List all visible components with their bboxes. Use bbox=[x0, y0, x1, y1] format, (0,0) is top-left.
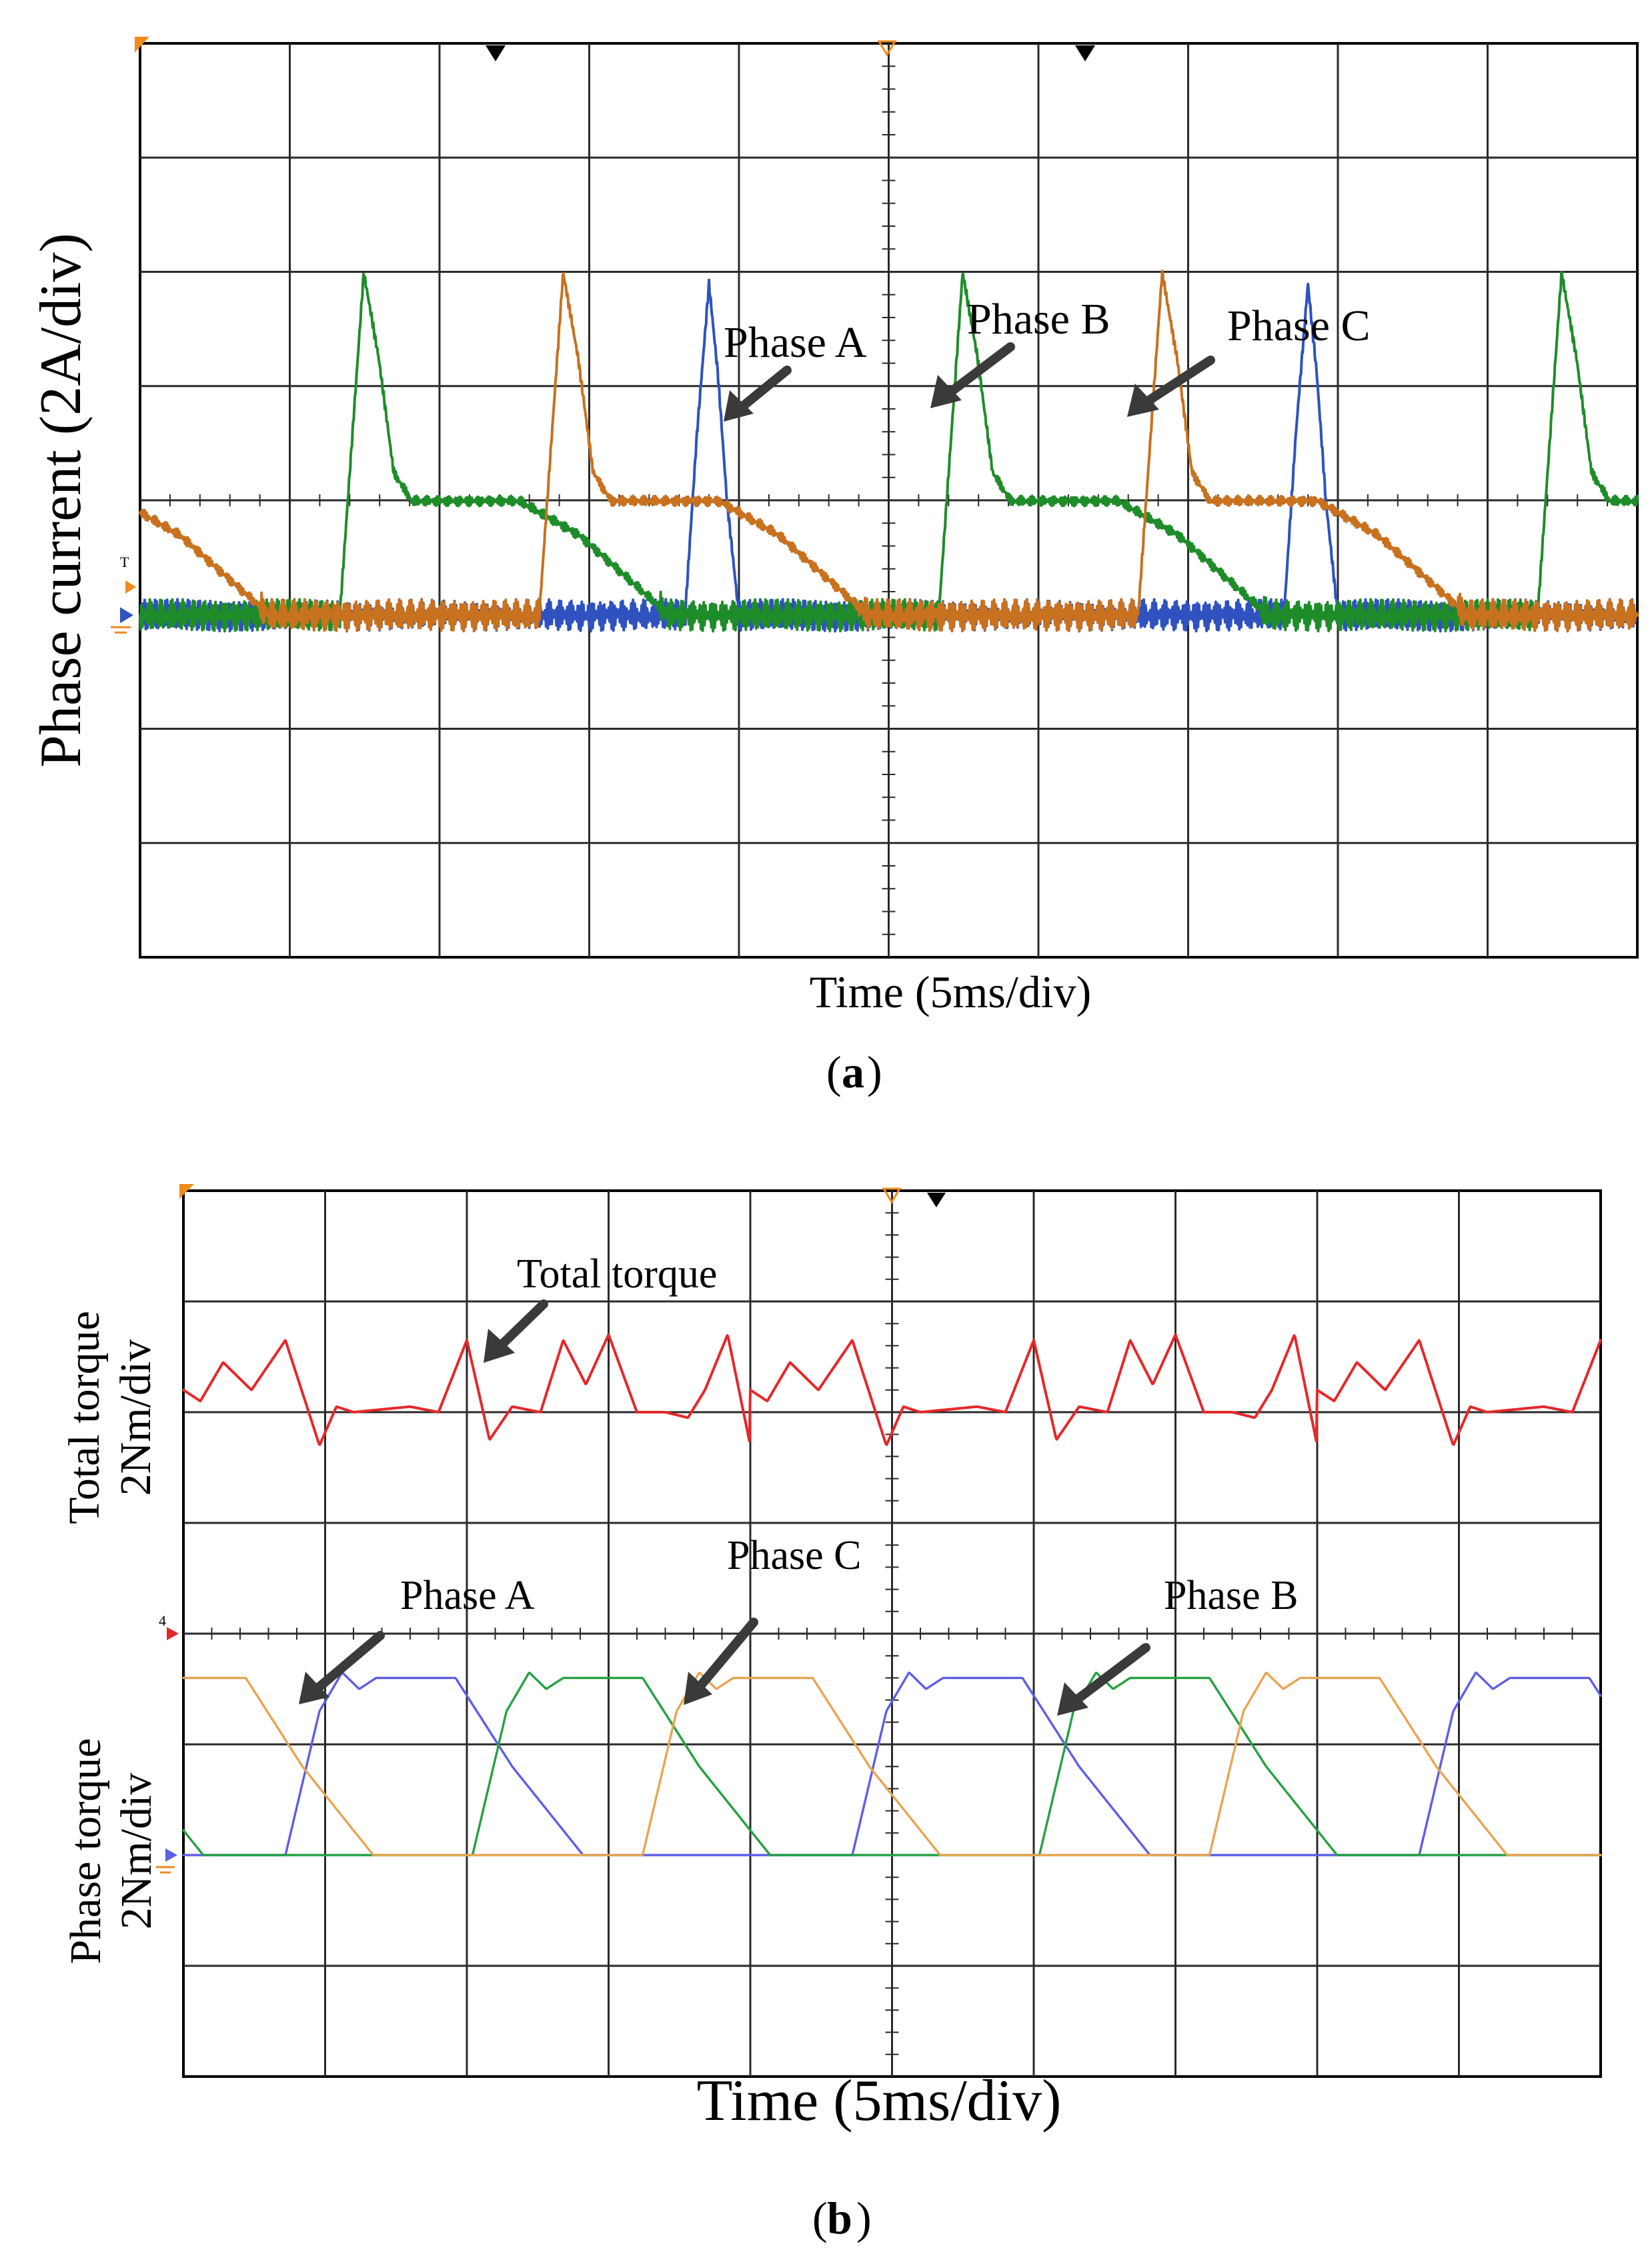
y-axis-label-phase: Phase torque 2Nm/div bbox=[0, 1153, 6, 1155]
traces-b bbox=[182, 1333, 1602, 1856]
x-axis-label-b: Time (5ms/div) bbox=[697, 2069, 1062, 2133]
trigger-down-icon bbox=[927, 1193, 946, 1207]
scope-marker-icon bbox=[135, 37, 149, 53]
trigger-level-icon bbox=[125, 580, 136, 594]
phase-current-chart: T Phase A Phase B Phase C Time (5ms/div)… bbox=[29, 37, 1639, 1097]
arrow-phase-b-torque bbox=[1057, 1643, 1150, 1716]
channel4-label: 4 bbox=[159, 1612, 166, 1629]
annotation-phase-c: Phase C bbox=[1227, 302, 1371, 350]
trace-phase-c-current bbox=[139, 269, 1639, 633]
arrow-phase-b bbox=[930, 342, 1015, 408]
caption-a-open: ( bbox=[826, 1047, 842, 1097]
trigger-down-icon bbox=[486, 45, 506, 61]
arrow-total-torque bbox=[484, 1299, 548, 1363]
y-axis-label-total-line2: 2Nm/div bbox=[111, 1339, 160, 1496]
arrow-phase-a-torque bbox=[299, 1631, 385, 1704]
annotation-total-torque: Total torque bbox=[517, 1251, 717, 1297]
channel4-marker-icon bbox=[167, 1627, 179, 1640]
caption-b: b bbox=[827, 2193, 852, 2243]
annotation-phase-b: Phase B bbox=[967, 295, 1110, 344]
markers-a: T bbox=[111, 37, 1095, 634]
panel-a: T Phase A Phase B Phase C Time (5ms/div)… bbox=[0, 0, 1652, 1107]
annotation-phase-a: Phase A bbox=[724, 318, 867, 367]
trigger-down-icon bbox=[1075, 45, 1095, 61]
annotation-phase-b-torque: Phase B bbox=[1164, 1573, 1299, 1618]
trigger-position-icon bbox=[877, 40, 897, 57]
arrow-phase-c bbox=[1127, 356, 1215, 417]
ground-marker-icon bbox=[120, 607, 133, 624]
scope-marker-icon bbox=[179, 1184, 194, 1199]
annotation-phase-a-torque: Phase A bbox=[400, 1573, 535, 1618]
traces-a bbox=[139, 269, 1639, 633]
x-axis-label-a: Time (5ms/div) bbox=[810, 967, 1092, 1017]
trace-phase-c-torque bbox=[182, 1672, 1602, 1856]
caption-b-close: ) bbox=[856, 2193, 872, 2243]
y-axis-label-a: Phase current (2A/div) bbox=[29, 233, 93, 768]
arrow-phase-c-torque bbox=[684, 1618, 758, 1705]
y-axis-label-phase-line1: Phase torque bbox=[61, 1738, 110, 1964]
torque-chart: 4 Total torque Phase A Phase C Phase B T… bbox=[0, 1153, 1602, 2243]
annotation-phase-c-torque: Phase C bbox=[727, 1533, 862, 1578]
caption-b-open: ( bbox=[812, 2193, 828, 2243]
markers-b: 4 bbox=[156, 1184, 946, 1874]
y-axis-label-phase-line2: 2Nm/div bbox=[112, 1773, 161, 1930]
caption-a-close: ) bbox=[867, 1047, 882, 1097]
trace-total-torque bbox=[182, 1333, 1602, 1446]
ground-marker-icon bbox=[165, 1848, 177, 1862]
y-axis-label-total-line1: Total torque bbox=[60, 1311, 109, 1524]
trigger-position-icon bbox=[882, 1187, 902, 1204]
caption-a: a bbox=[842, 1047, 864, 1097]
arrow-phase-a bbox=[724, 366, 792, 422]
trigger-level-label: T bbox=[120, 554, 129, 570]
panel-b: 4 Total torque Phase A Phase C Phase B T… bbox=[0, 1154, 1652, 2256]
